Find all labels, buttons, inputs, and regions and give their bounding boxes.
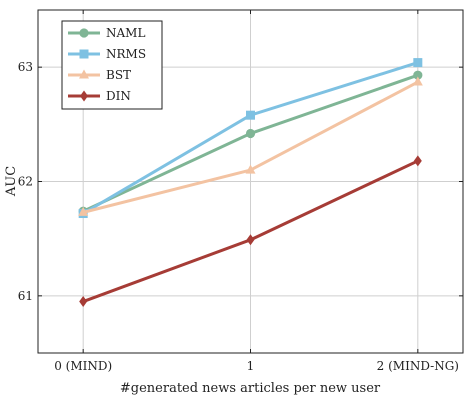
legend-item-naml: NAML: [68, 26, 145, 40]
data-point-marker: [79, 296, 88, 308]
data-point-marker: [412, 76, 423, 86]
data-point-marker: [245, 164, 256, 174]
legend: NAML NRMS BST DIN: [61, 20, 163, 110]
legend-marker: [79, 28, 89, 38]
data-point-marker: [413, 155, 422, 167]
legend-item-nrms: NRMS: [68, 47, 146, 61]
x-tick-label: 0 (MIND): [54, 359, 112, 373]
y-tick-label: 61: [18, 289, 33, 303]
x-axis-ticks: 0 (MIND) 1 2 (MIND-NG): [54, 10, 459, 373]
legend-marker: [79, 49, 89, 59]
legend-label: NAML: [106, 26, 145, 40]
legend-label: DIN: [106, 89, 131, 103]
x-tick-label: 1: [247, 359, 255, 373]
y-tick-label: 62: [18, 175, 33, 189]
legend-label: BST: [106, 68, 131, 82]
data-point-marker: [78, 206, 89, 216]
legend-label: NRMS: [106, 47, 146, 61]
legend-marker: [79, 69, 89, 79]
y-axis-label: AUC: [4, 166, 19, 197]
data-point-marker: [246, 110, 255, 120]
data-point-marker: [246, 234, 255, 246]
legend-box: [61, 20, 163, 110]
series-din: [79, 155, 422, 308]
data-point-marker: [413, 70, 423, 80]
data-point-marker: [245, 128, 256, 139]
legend-item-din: DIN: [68, 89, 131, 103]
x-tick-label: 2 (MIND-NG): [377, 359, 459, 373]
legend-marker: [80, 90, 88, 102]
series: [78, 58, 423, 308]
series-bst: [78, 76, 423, 216]
legend-item-bst: BST: [68, 68, 131, 82]
x-axis-label: #generated news articles per new user: [120, 381, 381, 396]
data-point-marker: [413, 58, 423, 68]
y-tick-label: 63: [18, 60, 33, 74]
y-axis-ticks: 61 62 63: [18, 60, 463, 303]
